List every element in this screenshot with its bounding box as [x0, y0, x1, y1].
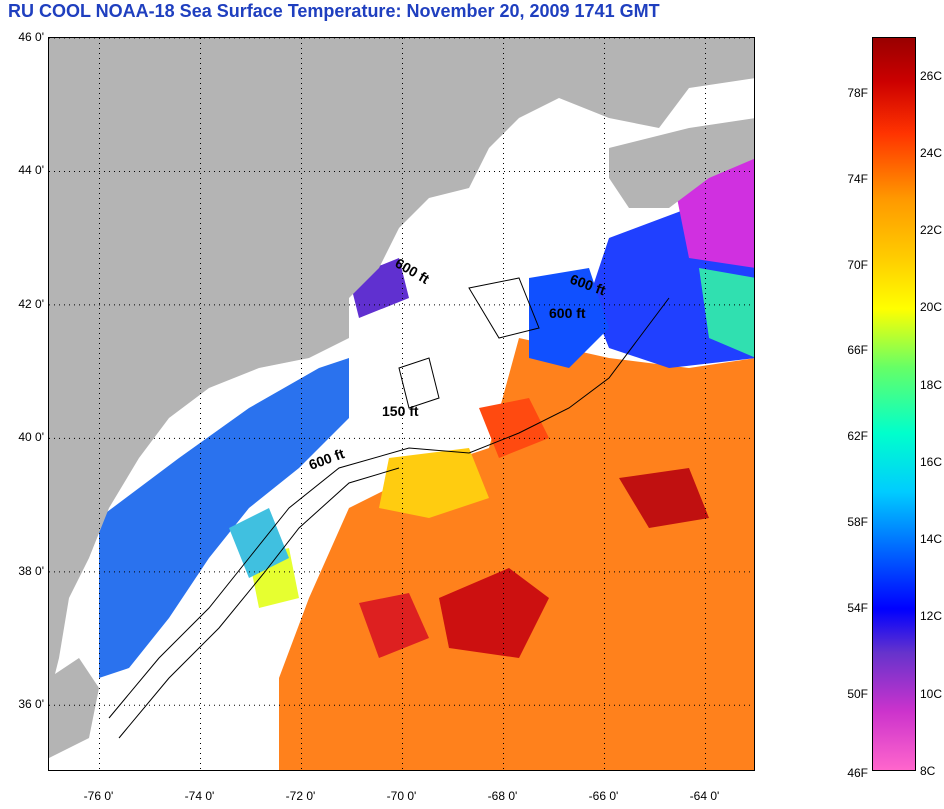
colorbar-c-label: 22C	[920, 223, 943, 238]
lon-tick-label: -68 0'	[487, 789, 518, 803]
depth-contours	[108, 277, 670, 739]
colorbar-c-label: 12C	[920, 609, 943, 624]
temperature-colorbar	[872, 37, 916, 771]
lon-tick-label: -72 0'	[285, 789, 316, 803]
colorbar-f-label: 78F	[847, 85, 868, 100]
colorbar-c-label: 14C	[920, 532, 943, 547]
lon-tick-label: -70 0'	[386, 789, 417, 803]
colorbar-c-label: 26C	[920, 68, 943, 83]
lat-tick-label: 42 0'	[18, 296, 44, 311]
colorbar-f-label: 62F	[847, 429, 868, 444]
colorbar-f-label: 50F	[847, 686, 868, 701]
colorbar-f-label: 54F	[847, 600, 868, 615]
lat-tick-label: 44 0'	[18, 163, 44, 178]
colorbar-c-label: 18C	[920, 377, 943, 392]
lon-tick-label: -64 0'	[689, 789, 720, 803]
sst-map[interactable]: 600 ft 600 ft 600 ft 150 ft 600 ft	[48, 37, 755, 771]
lat-tick-label: 40 0'	[18, 430, 44, 445]
colorbar-f-label: 74F	[847, 171, 868, 186]
lat-tick-label: 46 0'	[18, 30, 44, 44]
colorbar-c-label: 16C	[920, 454, 943, 469]
lon-tick-label: -74 0'	[184, 789, 215, 803]
contour-label: 600 ft	[549, 305, 586, 321]
colorbar-f-label: 46F	[847, 766, 868, 780]
map-title: RU COOL NOAA-18 Sea Surface Temperature:…	[8, 1, 660, 21]
lon-tick-label: -66 0'	[588, 789, 619, 803]
sst-map-canvas: 600 ft 600 ft 600 ft 150 ft 600 ft	[49, 38, 754, 770]
land-mass	[49, 38, 754, 758]
colorbar-f-label: 58F	[847, 515, 868, 530]
colorbar-c-label: 20C	[920, 300, 943, 315]
colorbar-c-label: 24C	[920, 145, 943, 160]
colorbar-c-label: 10C	[920, 686, 943, 701]
colorbar-f-label: 66F	[847, 343, 868, 358]
colorbar-c-label: 8C	[920, 764, 936, 778]
lon-tick-label: -76 0'	[83, 789, 114, 803]
contour-label: 150 ft	[382, 403, 419, 419]
lat-tick-label: 36 0'	[18, 697, 44, 712]
lat-tick-label: 38 0'	[18, 563, 44, 578]
colorbar-f-label: 70F	[847, 257, 868, 272]
